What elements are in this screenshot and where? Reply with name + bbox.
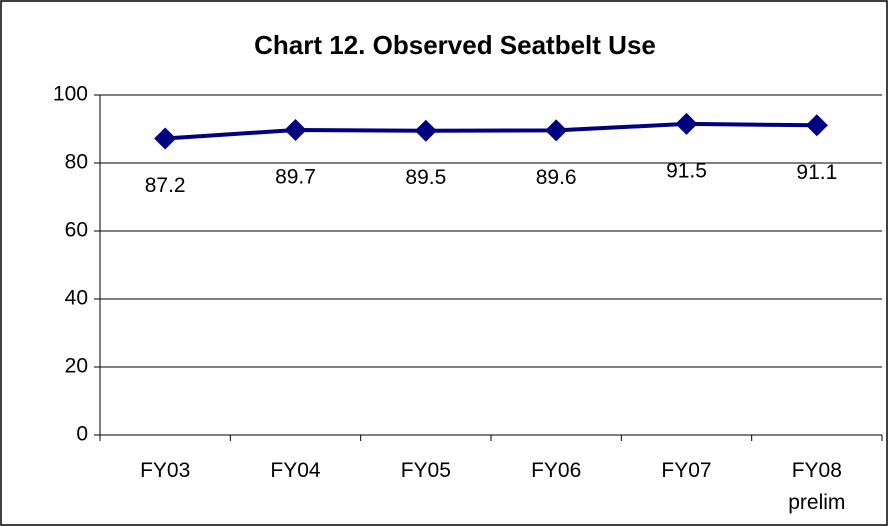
data-label: 87.2 [145,174,186,197]
data-label: 89.5 [405,166,446,189]
chart-title: Chart 12. Observed Seatbelt Use [254,30,656,60]
x-tick-label: FY06 [531,459,581,482]
data-label: 89.7 [275,166,316,189]
y-tick-label: 60 [65,219,88,242]
x-tick-label: FY05 [401,459,451,482]
data-label: 89.6 [536,166,577,189]
y-tick-label: 20 [65,355,88,378]
x-tick-label: FY08 prelim [788,459,845,514]
y-tick-label: 40 [65,287,88,310]
data-label: 91.1 [796,161,837,184]
y-tick-label: 100 [53,83,88,106]
data-marker [154,127,177,150]
data-line [165,121,817,141]
data-marker [675,112,698,135]
x-tick-label: FY07 [661,459,711,482]
data-marker [545,119,568,142]
data-marker [414,119,437,142]
x-tick-label: FY03 [140,459,190,482]
y-tick-label: 0 [76,423,88,446]
data-marker [805,114,828,137]
data-label: 91.5 [666,159,707,182]
y-tick-label: 80 [65,151,88,174]
data-marker [284,119,307,142]
x-tick-label: FY04 [270,459,321,482]
